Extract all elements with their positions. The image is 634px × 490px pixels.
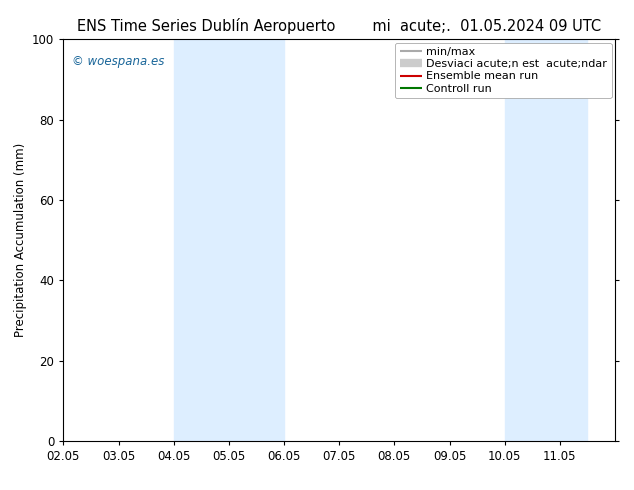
Legend: min/max, Desviaci acute;n est  acute;ndar, Ensemble mean run, Controll run: min/max, Desviaci acute;n est acute;ndar… [395,43,612,98]
Bar [174,39,284,441]
Bar [505,39,588,441]
Y-axis label: Precipitation Accumulation (mm): Precipitation Accumulation (mm) [13,143,27,337]
Title: ENS Time Series Dublín Aeropuerto        mi  acute;.  01.05.2024 09 UTC: ENS Time Series Dublín Aeropuerto mi acu… [77,18,601,34]
Text: © woespana.es: © woespana.es [72,55,164,68]
